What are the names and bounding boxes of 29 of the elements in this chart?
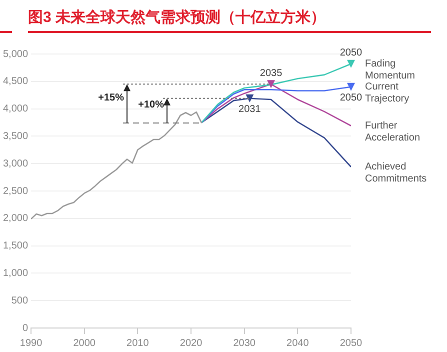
x-tick-label: 2030 xyxy=(233,338,256,349)
x-tick-label: 2010 xyxy=(126,338,150,349)
annotation: 2050 xyxy=(340,92,363,104)
series-label: Achieved Commitments xyxy=(365,162,427,185)
x-tick-label: 2020 xyxy=(180,338,203,349)
annotation: +15% xyxy=(98,92,124,104)
x-tick-label: 1990 xyxy=(20,338,43,349)
y-tick-label: 2,500 xyxy=(2,186,28,197)
y-tick-label: 1,000 xyxy=(2,268,28,279)
y-tick-label: 1,500 xyxy=(2,240,28,252)
series-label: Fading Momentum xyxy=(365,58,416,82)
y-tick-label: 3,500 xyxy=(2,130,28,142)
chart-title: 图3 未来全球天然气需求预测（十亿立方米） xyxy=(28,8,431,33)
x-tick-label: 2050 xyxy=(340,338,363,349)
series-label: Current Trajectory xyxy=(365,82,410,105)
y-tick-label: 4,000 xyxy=(2,104,28,115)
x-tick-label: 2040 xyxy=(286,338,310,349)
y-tick-label: 0 xyxy=(22,322,28,334)
y-tick-label: 5,000 xyxy=(2,48,28,60)
y-tick-label: 3,000 xyxy=(2,158,28,170)
annotation: 2031 xyxy=(238,104,262,116)
annotation: +10% xyxy=(138,99,164,110)
y-tick-label: 500 xyxy=(11,295,28,306)
annotation: 2035 xyxy=(260,68,283,79)
series-label: Further Acceleration xyxy=(365,120,420,144)
annotation: 2050 xyxy=(340,48,363,59)
y-tick-label: 2,000 xyxy=(2,213,28,224)
y-tick-label: 4,500 xyxy=(2,76,28,88)
x-tick-label: 2000 xyxy=(73,338,96,349)
